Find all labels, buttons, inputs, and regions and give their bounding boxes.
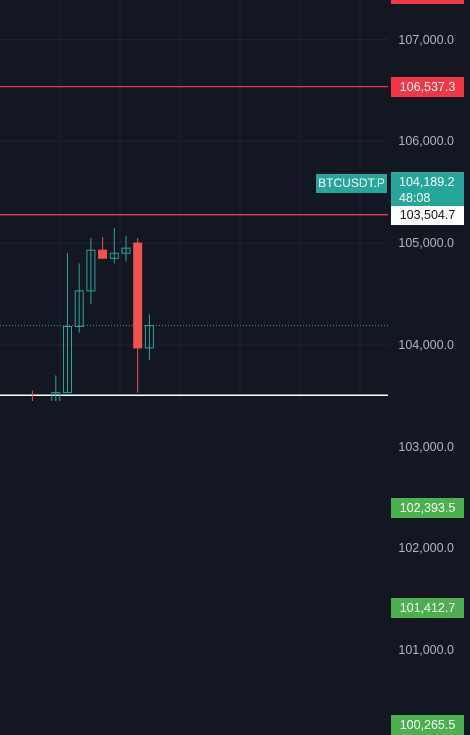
support-price-badge: 101,412.7 [391, 598, 464, 619]
current-price-label: 104,189.2 [399, 175, 455, 189]
candle-body [121, 247, 131, 254]
candle-body [51, 392, 61, 401]
candle-body [109, 252, 119, 259]
current-price-badge: 104,189.2 48:08 [391, 172, 464, 208]
y-axis-tick-label: 101,000.0 [398, 643, 454, 658]
y-axis-tick-label: 102,000.0 [398, 541, 454, 556]
candle-body [74, 290, 84, 328]
y-axis-tick-label: 103,000.0 [398, 439, 454, 454]
candle-countdown-label: 48:08 [399, 191, 431, 205]
symbol-badge: BTCUSDT.P [316, 174, 387, 193]
y-axis-tick-label: 104,000.0 [398, 337, 454, 352]
candle-body [144, 325, 154, 349]
key-level-price-badge: 103,504.7 [391, 206, 464, 225]
support-price-badge: 100,265.5 [391, 714, 464, 735]
candle-body [98, 249, 108, 259]
candle-body [63, 326, 72, 394]
resistance-price-badge: 106,537.3 [391, 76, 464, 97]
y-axis-tick-label: 105,000.0 [398, 236, 454, 251]
y-axis-tick-label: 106,000.0 [398, 134, 454, 149]
support-price-badge: 102,393.5 [391, 498, 464, 519]
resistance-price-badge: 107,447.7 [391, 0, 464, 4]
candle-body [133, 242, 143, 349]
y-axis-tick-label: 107,000.0 [398, 32, 454, 47]
candle-body [86, 249, 96, 292]
